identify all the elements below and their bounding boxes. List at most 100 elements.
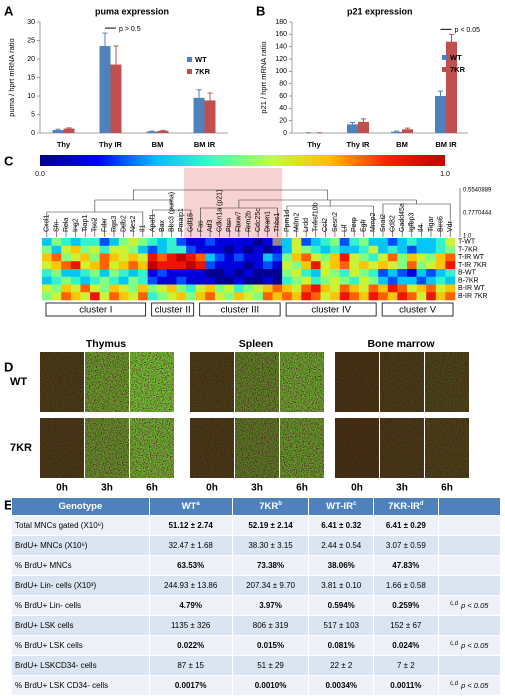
header-sup: c bbox=[353, 501, 356, 507]
heatmap-cell bbox=[42, 285, 52, 293]
heatmap-cell bbox=[71, 277, 81, 285]
heatmap-cell bbox=[436, 254, 446, 262]
legend-label: 7KR bbox=[450, 65, 466, 74]
heatmap-cell bbox=[109, 269, 119, 277]
y-tick-label: 5 bbox=[31, 111, 35, 118]
heatmap-cell bbox=[157, 277, 167, 285]
heatmap-cell bbox=[359, 238, 369, 246]
heatmap-cell bbox=[61, 238, 71, 246]
heatmap-cell bbox=[186, 285, 196, 293]
cluster-label: cluster I bbox=[79, 305, 112, 316]
heatmap-cell bbox=[196, 261, 206, 269]
heatmap-cell bbox=[321, 285, 331, 293]
y-tick-label: 100 bbox=[275, 68, 287, 75]
table-cell: 6.41 ± 0.32 bbox=[309, 516, 374, 536]
heatmap-cell bbox=[138, 254, 148, 262]
heatmap-cell bbox=[186, 261, 196, 269]
gene-label: Fdxr bbox=[101, 217, 108, 232]
heatmap-cell bbox=[330, 246, 340, 254]
heatmap-cell bbox=[100, 238, 110, 246]
heatmap-cell bbox=[301, 238, 311, 246]
gene-label: Sesn2 bbox=[332, 212, 339, 232]
heatmap-cell bbox=[282, 277, 292, 285]
gene-label: Rgs3 bbox=[111, 216, 118, 232]
error-bar bbox=[361, 119, 366, 122]
heatmap-cell bbox=[157, 269, 167, 277]
heatmap-cell bbox=[301, 285, 311, 293]
heatmap-cell bbox=[321, 277, 331, 285]
heatmap-cell bbox=[397, 246, 407, 254]
heatmap-cell bbox=[253, 277, 263, 285]
note-cell bbox=[438, 556, 500, 576]
heatmap-cell bbox=[234, 238, 244, 246]
heatmap-cell bbox=[369, 246, 379, 254]
heatmap-cell bbox=[176, 277, 186, 285]
row-label: % BrdU+ Lin- cells bbox=[12, 596, 150, 616]
heatmap-cell bbox=[282, 238, 292, 246]
bar bbox=[147, 132, 158, 133]
heatmap-cell bbox=[321, 254, 331, 262]
heatmap-cell bbox=[61, 246, 71, 254]
heatmap-cell bbox=[205, 292, 215, 300]
row-label: 7KR bbox=[10, 442, 32, 454]
micrograph bbox=[190, 418, 234, 478]
heatmap-cell bbox=[52, 254, 62, 262]
heatmap-cell bbox=[61, 254, 71, 262]
heatmap-cell bbox=[52, 238, 62, 246]
gene-label: Tsc2 bbox=[92, 218, 99, 233]
x-tick-label: BM bbox=[396, 140, 408, 149]
table-cell: 1135 ± 326 bbox=[149, 616, 232, 636]
time-label: 6h bbox=[296, 483, 308, 494]
micrograph bbox=[40, 352, 84, 412]
y-tick-label: 120 bbox=[275, 56, 287, 63]
heatmap-cell bbox=[42, 292, 52, 300]
heatmap-cell bbox=[244, 254, 254, 262]
gene-label: Snai2 bbox=[380, 214, 387, 232]
heatmap-cell bbox=[119, 254, 129, 262]
micrograph bbox=[40, 418, 84, 478]
table-cell: 38.06% bbox=[309, 556, 374, 576]
micrograph bbox=[425, 352, 469, 412]
table-cell: 244.93 ± 13.86 bbox=[149, 576, 232, 596]
heatmap-cell bbox=[90, 246, 100, 254]
heatmap-cell bbox=[244, 269, 254, 277]
heatmap-cell bbox=[186, 277, 196, 285]
heatmap-cell bbox=[186, 238, 196, 246]
heatmap-cell bbox=[80, 292, 90, 300]
error-bar bbox=[114, 46, 119, 65]
heatmap-cell bbox=[71, 285, 81, 293]
heatmap-cell bbox=[417, 238, 427, 246]
heatmap-cell bbox=[349, 261, 359, 269]
error-bar bbox=[350, 123, 355, 125]
heatmap-cell bbox=[417, 261, 427, 269]
bar bbox=[100, 46, 111, 133]
panel-letter: C bbox=[4, 153, 14, 168]
heatmap-cell bbox=[436, 269, 446, 277]
table-cell: 0.0017% bbox=[149, 676, 232, 696]
x-tick-label: BM IR bbox=[435, 140, 457, 149]
heatmap-cell bbox=[128, 246, 138, 254]
heatmap-cell bbox=[426, 254, 436, 262]
heatmap-cell bbox=[253, 238, 263, 246]
heatmap-cell bbox=[138, 285, 148, 293]
heatmap-cell bbox=[445, 254, 455, 262]
error-bar bbox=[208, 93, 213, 100]
heatmap-cell bbox=[407, 246, 417, 254]
heatmap-cell bbox=[176, 285, 186, 293]
table-cell: 38.30 ± 3.15 bbox=[232, 536, 309, 556]
heatmap-cell bbox=[224, 269, 234, 277]
heatmap-cell bbox=[215, 261, 225, 269]
table-cell: 0.015% bbox=[232, 636, 309, 656]
heatmap-cell bbox=[167, 285, 177, 293]
heatmap-cell bbox=[253, 246, 263, 254]
gene-label: Dram1 bbox=[265, 211, 272, 232]
x-tick-label: Thy bbox=[307, 140, 321, 149]
heatmap-cell bbox=[148, 254, 158, 262]
heatmap-cell bbox=[321, 246, 331, 254]
heatmap-cell bbox=[426, 277, 436, 285]
heatmap-cell bbox=[128, 261, 138, 269]
heatmap-cell bbox=[378, 292, 388, 300]
heatmap-cell bbox=[330, 292, 340, 300]
